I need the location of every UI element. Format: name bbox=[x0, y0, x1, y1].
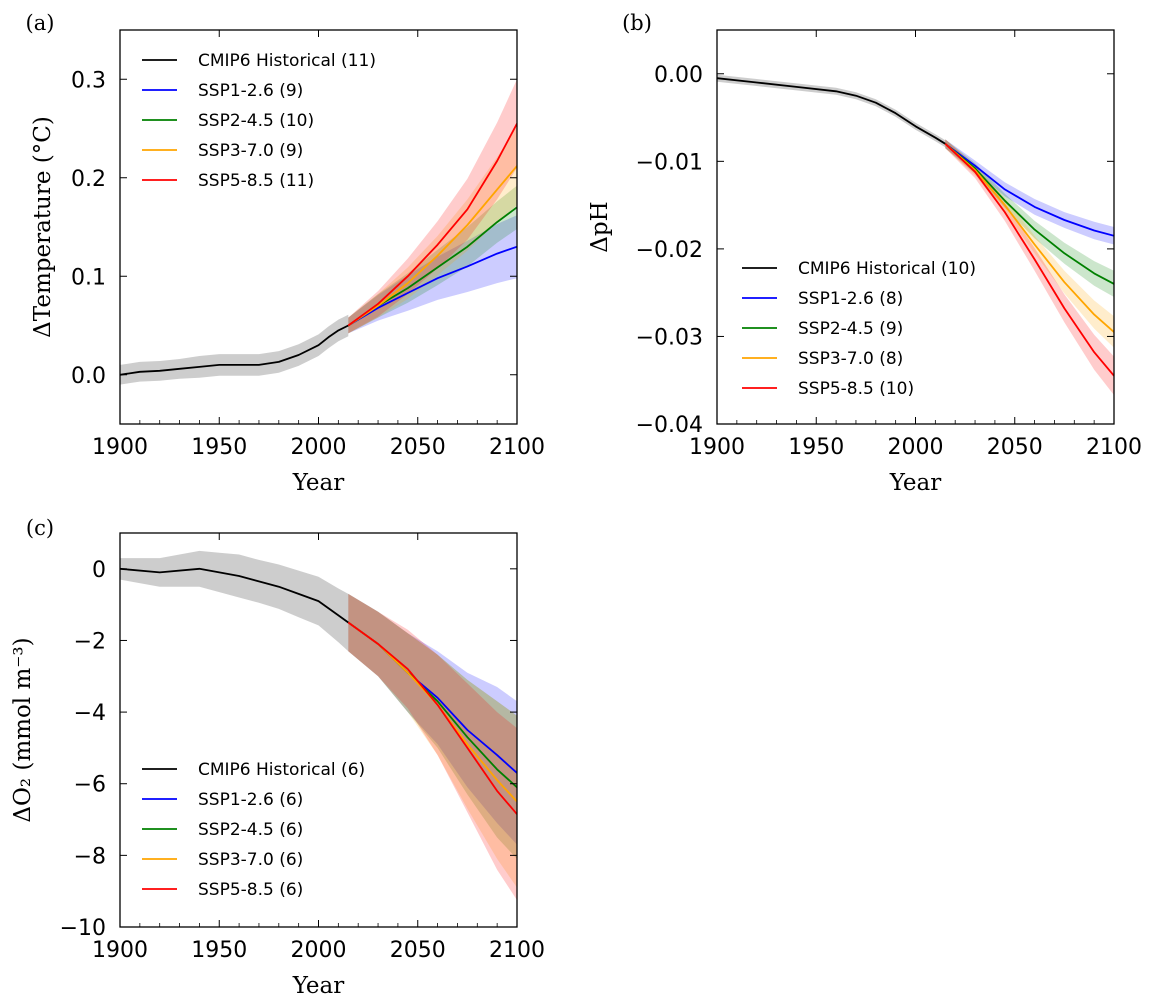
x-axis-label: Year bbox=[292, 470, 345, 496]
series-line-0 bbox=[717, 77, 946, 145]
legend-entry: SSP3-7.0 (8) bbox=[798, 349, 903, 369]
x-axis-label: Year bbox=[889, 470, 942, 496]
legend-entry: SSP2-4.5 (6) bbox=[198, 820, 303, 840]
series-line-4 bbox=[347, 621, 517, 815]
x-tick-label: 1950 bbox=[191, 938, 247, 963]
y-axis-label: ΔO₂ (mmol m⁻³) bbox=[10, 637, 36, 822]
series-line-1 bbox=[347, 245, 517, 327]
legend-entry: SSP3-7.0 (6) bbox=[198, 850, 303, 870]
series-line-3 bbox=[347, 165, 517, 327]
x-tick-label: 1900 bbox=[689, 435, 745, 460]
y-axis-label: ΔTemperature (°C) bbox=[30, 116, 56, 338]
series-band-1 bbox=[945, 139, 1114, 245]
legend-entry: SSP3-7.0 (9) bbox=[198, 141, 303, 161]
legend: CMIP6 Historical (11) SSP1-2.6 (9) SSP2-4.… bbox=[142, 51, 376, 191]
legend-entry: SSP5-8.5 (10) bbox=[798, 379, 914, 399]
x-tick-label: 1950 bbox=[191, 435, 247, 460]
series-line-2 bbox=[944, 143, 1114, 285]
y-tick-label: −0.01 bbox=[636, 150, 703, 175]
x-axis-label: Year bbox=[292, 973, 345, 999]
y-tick-label: 0 bbox=[92, 558, 106, 583]
legend-entry: CMIP6 Historical (10) bbox=[798, 259, 976, 279]
legend-entry: SSP1-2.6 (6) bbox=[198, 790, 303, 810]
series-band-2 bbox=[348, 593, 517, 859]
x-tick-label: 2000 bbox=[291, 435, 347, 460]
legend: CMIP6 Historical (6) SSP1-2.6 (6) SSP2-4.5… bbox=[142, 760, 365, 900]
series-band-4 bbox=[945, 139, 1114, 396]
series-line-3 bbox=[944, 143, 1114, 333]
y-tick-label: −0.02 bbox=[636, 238, 703, 263]
series-line-1 bbox=[944, 143, 1114, 237]
panel-a: 1900 1950 2000 2050 2100 0.0 0.1 0.2 0.3 Year ΔTem… bbox=[26, 11, 545, 496]
legend-entry: CMIP6 Historical (6) bbox=[198, 760, 365, 780]
series-band-0 bbox=[717, 74, 946, 148]
y-tick-label: −2 bbox=[74, 629, 106, 654]
x-tick-label: 2050 bbox=[390, 938, 446, 963]
series-line-0 bbox=[120, 567, 349, 624]
x-tick-label: 2000 bbox=[291, 938, 347, 963]
y-tick-label: −0.03 bbox=[636, 325, 703, 350]
legend-entry: SSP1-2.6 (8) bbox=[798, 289, 903, 309]
legend-entry: SSP1-2.6 (9) bbox=[198, 81, 303, 101]
panel-c: 1900 1950 2000 2050 2100 0 −2 −4 −6 −8 −10 Year ΔO₂ … bbox=[10, 516, 545, 999]
y-tick-label: 0.0 bbox=[71, 364, 106, 389]
x-tick-label: 1900 bbox=[92, 435, 148, 460]
plot-frame bbox=[716, 29, 1115, 425]
legend: CMIP6 Historical (10) SSP1-2.6 (8) SSP2-4.… bbox=[742, 259, 976, 399]
panel-letter: (a) bbox=[26, 11, 55, 35]
plot-area bbox=[717, 74, 1114, 396]
y-tick-label: 0.2 bbox=[71, 167, 106, 192]
legend-entry: SSP5-8.5 (11) bbox=[198, 171, 314, 191]
series-line-0 bbox=[120, 324, 349, 376]
x-tick-label: 1900 bbox=[92, 938, 148, 963]
y-tick-label: −10 bbox=[60, 916, 106, 941]
legend-entry: SSP2-4.5 (9) bbox=[798, 319, 903, 339]
legend-entry: SSP5-8.5 (6) bbox=[198, 880, 303, 900]
x-tick-label: 2000 bbox=[888, 435, 944, 460]
y-tick-label: −4 bbox=[74, 701, 106, 726]
x-tick-label: 2100 bbox=[489, 938, 545, 963]
series-band-3 bbox=[945, 139, 1114, 348]
legend-entry: CMIP6 Historical (11) bbox=[198, 51, 376, 71]
x-tick-label: 2100 bbox=[1086, 435, 1142, 460]
plot-area bbox=[120, 79, 517, 385]
series-band-0 bbox=[120, 550, 349, 652]
y-tick-label: 0.00 bbox=[654, 63, 703, 88]
y-tick-label: 0.3 bbox=[71, 68, 106, 93]
plot-area bbox=[120, 550, 517, 901]
y-tick-label: −8 bbox=[74, 844, 106, 869]
panel-letter: (b) bbox=[622, 11, 652, 35]
series-line-4 bbox=[944, 143, 1114, 377]
series-band-3 bbox=[348, 593, 517, 888]
y-tick-label: −6 bbox=[74, 773, 106, 798]
series-band-4 bbox=[348, 593, 517, 901]
legend-entry: SSP2-4.5 (10) bbox=[198, 111, 314, 131]
x-tick-label: 2050 bbox=[390, 435, 446, 460]
y-tick-label: −0.04 bbox=[636, 413, 703, 438]
panel-letter: (c) bbox=[26, 516, 54, 540]
x-tick-label: 1950 bbox=[788, 435, 844, 460]
series-line-4 bbox=[347, 123, 517, 327]
x-tick-label: 2050 bbox=[987, 435, 1043, 460]
series-band-1 bbox=[348, 215, 517, 334]
y-tick-label: 0.1 bbox=[71, 265, 106, 290]
series-band-0 bbox=[120, 314, 349, 385]
panel-b: 1900 1950 2000 2050 2100 0.00 −0.01 −0.02 −0.03 −… bbox=[587, 11, 1142, 496]
x-tick-label: 2100 bbox=[489, 435, 545, 460]
y-axis-label: ΔpH bbox=[587, 201, 613, 252]
